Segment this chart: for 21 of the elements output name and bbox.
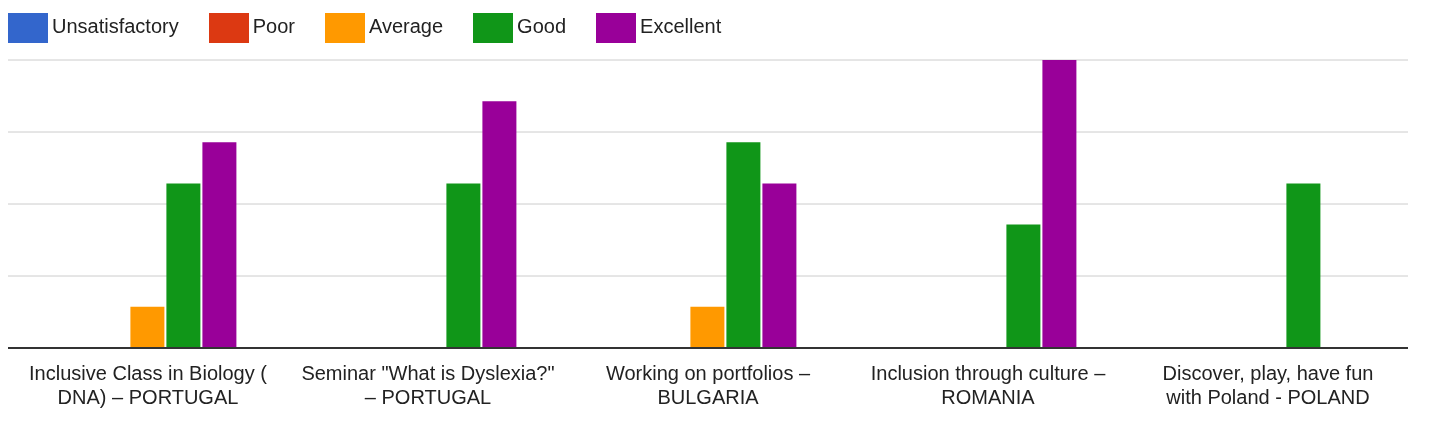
bar [1006, 224, 1041, 348]
x-tick-label: Inclusive Class in Biology ( DNA) – PORTUGAL [29, 362, 268, 408]
x-tick-label: Working on portfolios – BULGARIA [605, 362, 811, 408]
bar [762, 183, 797, 348]
legend-label: Poor [252, 15, 295, 38]
legend-label: Unsatisfactory [52, 15, 179, 38]
x-tick-label: Seminar "What is Dyslexia?" – PORTUGAL [301, 362, 555, 408]
x-tick-label: Inclusion through culture – ROMANIA [870, 362, 1107, 408]
bar [482, 101, 517, 348]
bar [690, 306, 725, 348]
bar [202, 142, 237, 348]
bar [166, 183, 201, 348]
bar [1042, 60, 1077, 348]
legend-label: Excellent [640, 15, 722, 38]
bar [130, 306, 165, 348]
bar [1286, 183, 1321, 348]
x-tick-label: Discover, play, have fun with Poland - POLAND [1162, 362, 1374, 408]
legend-label: Good [517, 15, 567, 38]
legend-label: Average [368, 15, 444, 38]
bar [446, 183, 481, 348]
bar [726, 142, 761, 348]
